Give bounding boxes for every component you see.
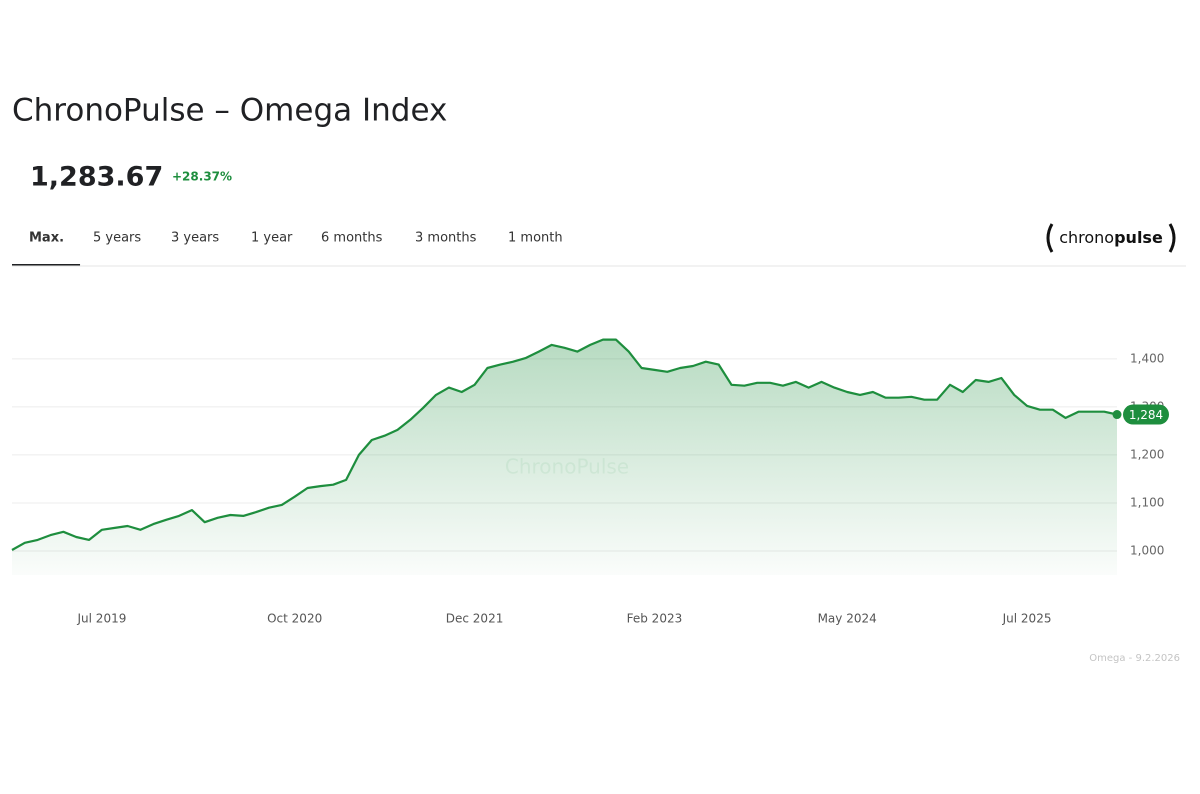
logo: chronopulse <box>1046 223 1176 253</box>
tab[interactable]: Max. <box>29 231 64 246</box>
x-tick-label: May 2024 <box>818 612 877 626</box>
price: 1,283.67 <box>30 162 163 193</box>
y-tick-label: 1,400 <box>1130 351 1164 365</box>
logo-suffix: pulse <box>1114 228 1163 247</box>
value-label: 1,284 <box>1129 408 1163 422</box>
title: ChronoPulse – Omega Index <box>12 93 447 129</box>
tab[interactable]: 1 month <box>508 231 563 246</box>
tab[interactable]: 3 years <box>171 231 219 246</box>
x-tick-label: Feb 2023 <box>627 612 683 626</box>
area <box>12 339 1117 575</box>
x-tick-label: Dec 2021 <box>446 612 504 626</box>
tab[interactable]: 6 months <box>321 231 383 246</box>
value-badge <box>1123 404 1169 425</box>
tab[interactable]: 1 year <box>251 231 293 246</box>
x-tick-label: Jul 2019 <box>77 612 127 626</box>
tab[interactable]: 3 months <box>415 231 477 246</box>
logo-bracket <box>1046 223 1054 253</box>
x-tick-label: Jul 2025 <box>1002 612 1052 626</box>
y-tick-label: 1,200 <box>1130 447 1164 461</box>
x-tick-label: Oct 2020 <box>267 612 322 626</box>
y-tick-label: 1,000 <box>1130 543 1164 557</box>
logo-bracket <box>1168 223 1176 253</box>
tab[interactable]: 5 years <box>93 231 141 246</box>
plot: 1,0001,1001,2001,3001,400ChronoPulseJul … <box>11 338 1169 626</box>
logo-text: chronopulse <box>1059 228 1163 247</box>
tab-bar: Max. 5 years 3 years 1 year 6 months 3 months… <box>12 231 563 266</box>
footer: Omega - 9.2.2026 <box>1089 653 1180 664</box>
change: +28.37% <box>172 170 232 184</box>
end-dot <box>1112 410 1122 420</box>
logo-prefix: chrono <box>1059 228 1114 247</box>
line <box>11 338 1118 551</box>
y-tick-label: 1,100 <box>1130 495 1164 509</box>
